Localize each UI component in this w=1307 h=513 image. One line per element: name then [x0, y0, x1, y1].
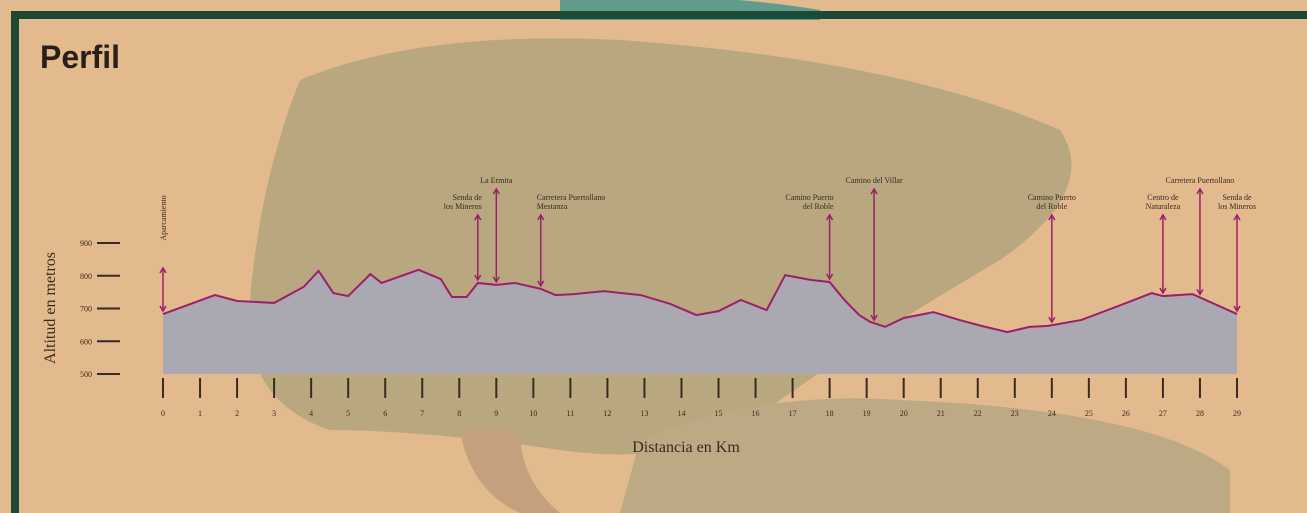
x-tick-label: 0 — [161, 409, 165, 418]
page: Perfil Altitud en metros Distancia en Km… — [0, 0, 1307, 513]
y-tick-label: 800 — [80, 272, 92, 281]
x-tick-label: 6 — [383, 409, 387, 418]
annotation-line: los Mineros — [1218, 202, 1256, 211]
annotation-line: Senda de — [453, 193, 483, 202]
x-tick-label: 14 — [677, 409, 685, 418]
annotation-label: Aparcamiento — [159, 195, 168, 240]
annotation-line: Camino Puerto — [1028, 193, 1076, 202]
annotation-line: Mestanza — [537, 202, 568, 211]
x-tick-label: 22 — [974, 409, 982, 418]
annotation-line: Carretera Puertollano — [1166, 176, 1235, 185]
y-tick-label: 500 — [80, 370, 92, 379]
annotation-line: La Ermita — [480, 176, 513, 185]
annotation-line: Naturaleza — [1146, 202, 1181, 211]
x-tick-label: 8 — [457, 409, 461, 418]
x-tick-label: 4 — [309, 409, 313, 418]
annotation-label: Camino del Villar — [845, 176, 902, 185]
x-tick-label: 3 — [272, 409, 276, 418]
x-tick-label: 7 — [420, 409, 424, 418]
annotation-line: del Roble — [803, 202, 834, 211]
annotation-line: Centro de — [1147, 193, 1179, 202]
annotation-line: Camino Puerto — [785, 193, 833, 202]
x-tick-label: 15 — [715, 409, 723, 418]
x-axis-label: Distancia en Km — [632, 439, 740, 456]
title: Perfil — [40, 39, 120, 75]
x-tick-label: 16 — [752, 409, 760, 418]
y-tick-label: 600 — [80, 337, 92, 346]
x-tick-label: 26 — [1122, 409, 1130, 418]
x-tick-label: 9 — [494, 409, 498, 418]
y-axis-label: Altitud en metros — [42, 252, 59, 364]
x-tick-label: 13 — [640, 409, 648, 418]
x-tick-label: 10 — [529, 409, 537, 418]
annotation-line: Senda de — [1222, 193, 1252, 202]
annotation-line: Camino del Villar — [845, 176, 902, 185]
x-tick-label: 19 — [863, 409, 871, 418]
x-tick-label: 24 — [1048, 409, 1056, 418]
x-tick-label: 17 — [789, 409, 797, 418]
x-tick-label: 21 — [937, 409, 945, 418]
x-tick-label: 5 — [346, 409, 350, 418]
y-tick-label: 700 — [80, 305, 92, 314]
x-tick-label: 20 — [900, 409, 908, 418]
x-tick-label: 11 — [567, 409, 575, 418]
x-tick-label: 12 — [603, 409, 611, 418]
x-tick-label: 1 — [198, 409, 202, 418]
x-tick-label: 28 — [1196, 409, 1204, 418]
x-tick-label: 18 — [826, 409, 834, 418]
x-tick-label: 2 — [235, 409, 239, 418]
x-tick-label: 29 — [1233, 409, 1241, 418]
chart: Perfil Altitud en metros Distancia en Km… — [0, 0, 1307, 513]
annotation-label: La Ermita — [480, 176, 513, 185]
annotation-line: del Roble — [1036, 202, 1067, 211]
x-tick-label: 25 — [1085, 409, 1093, 418]
y-tick-label: 900 — [80, 239, 92, 248]
x-tick-label: 27 — [1159, 409, 1167, 418]
annotation-line: Carretera Puertollano — [537, 193, 606, 202]
annotation-line: los Mineros — [444, 202, 482, 211]
annotation-line: Aparcamiento — [159, 195, 168, 240]
x-tick-label: 23 — [1011, 409, 1019, 418]
annotation-label: Carretera Puertollano — [1166, 176, 1235, 185]
